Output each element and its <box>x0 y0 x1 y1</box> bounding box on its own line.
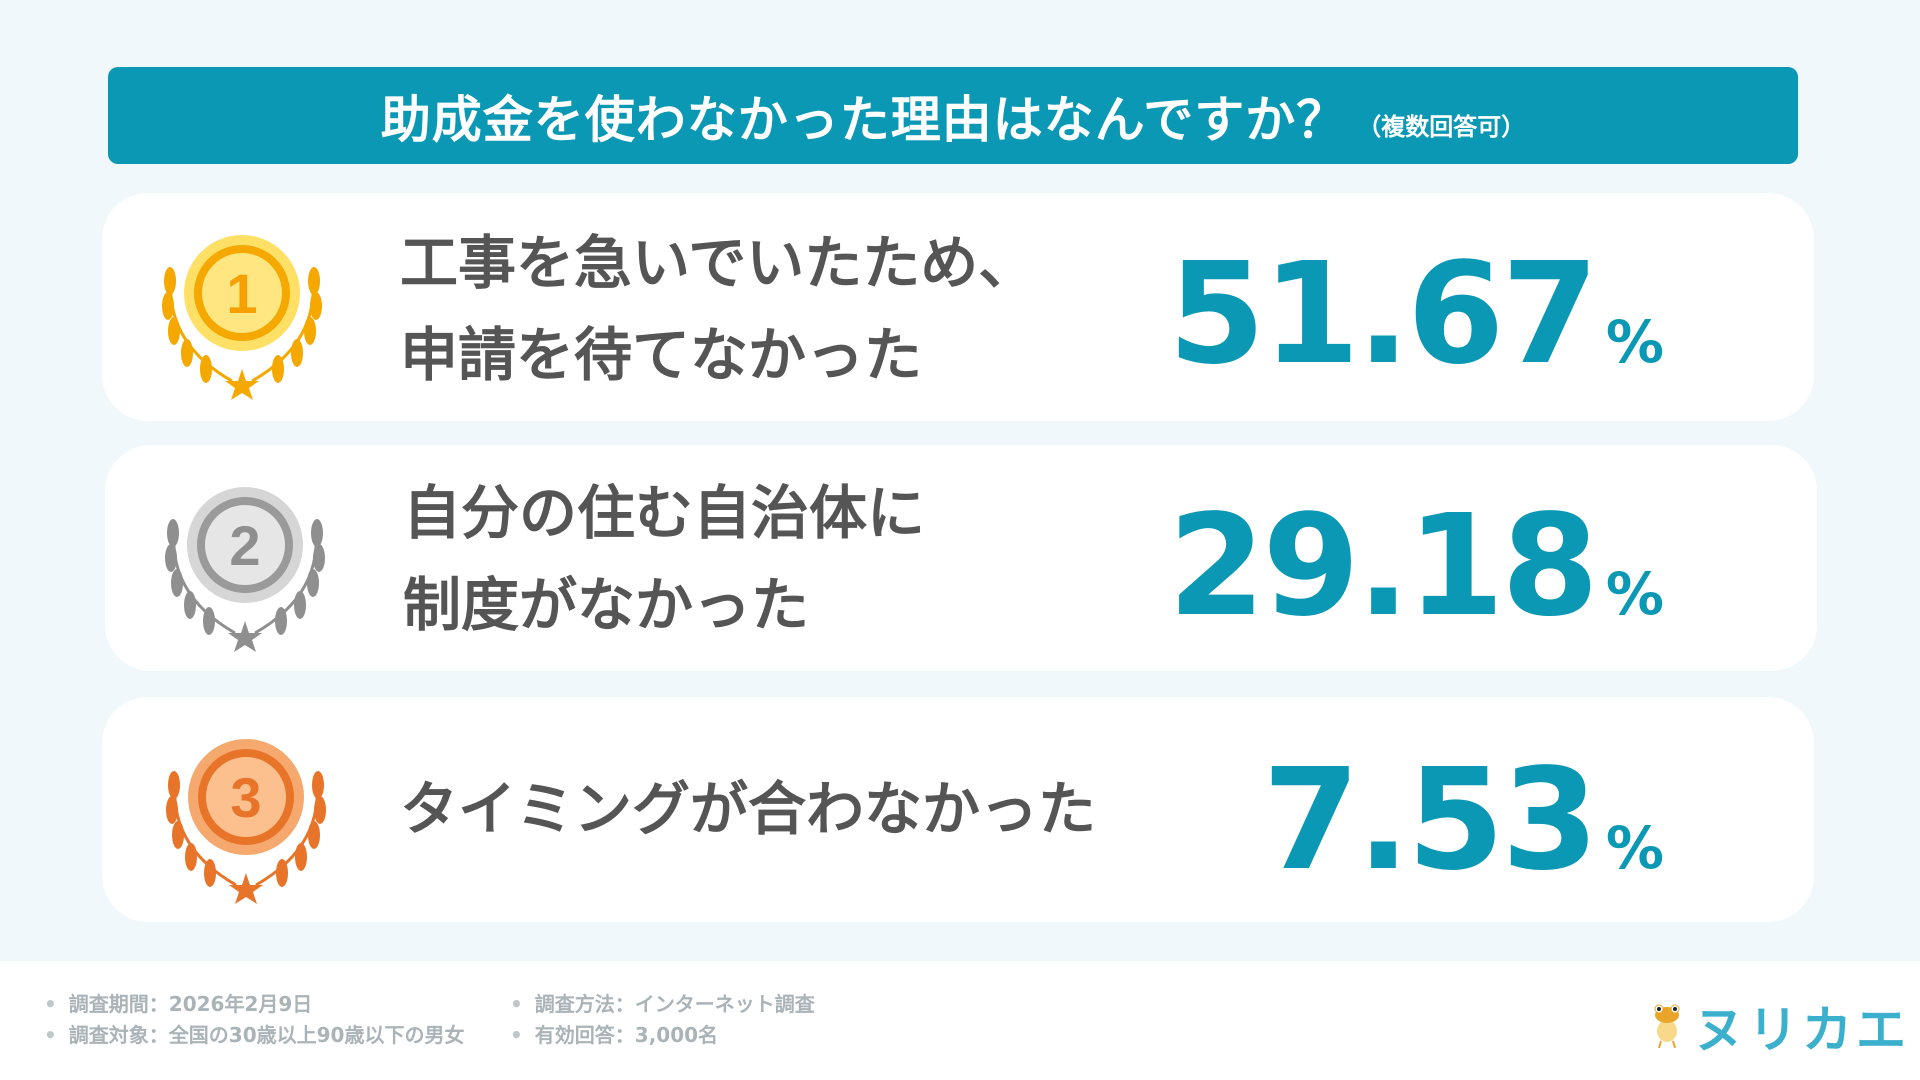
survey-responses: 有効回答：3,000名 <box>510 1019 718 1048</box>
ranking-card-1: 1 工事を急いでいたため、 申請を待てなかった 51.67% <box>102 193 1814 421</box>
survey-target: 調査対象：全国の30歳以上90歳以下の男女 <box>44 1019 465 1048</box>
subtitle: （複数回答可） <box>1357 113 1526 141</box>
survey-method: 調査方法：インターネット調査 <box>510 988 815 1017</box>
reason-text: 工事を急いでいたため、 申請を待てなかった <box>400 229 1037 389</box>
rank-number: 1 <box>226 262 257 325</box>
gold-medal-icon: 1 <box>162 235 322 400</box>
logo-text: ヌリカエ <box>1694 1001 1910 1059</box>
footer: 調査期間：2026年2月9日 調査対象：全国の30歳以上90歳以下の男女 調査方… <box>0 961 1920 1080</box>
percentage: 29.18% <box>1168 485 1664 648</box>
percentage: 7.53% <box>1262 739 1664 902</box>
rank-number: 3 <box>230 766 261 829</box>
title: 助成金を使わなかった理由はなんですか？ <box>380 90 1348 149</box>
reason-text: 自分の住む自治体に 制度がなかった <box>403 479 926 639</box>
ranking-card-2: 2 自分の住む自治体に 制度がなかった 29.18% <box>105 445 1817 671</box>
title-banner: 助成金を使わなかった理由はなんですか？ （複数回答可） <box>108 67 1798 164</box>
percentage: 51.67% <box>1168 233 1664 396</box>
rank-number: 2 <box>229 514 260 577</box>
ranking-card-3: 3 タイミングが合わなかった 7.53% <box>102 697 1814 922</box>
frog-mascot-icon <box>1654 1004 1680 1049</box>
reason-text: タイミングが合わなかった <box>400 775 1097 843</box>
nurikae-logo: ヌリカエ <box>1650 990 1910 1062</box>
silver-medal-icon: 2 <box>165 487 325 652</box>
bronze-medal-icon: 3 <box>166 739 326 904</box>
survey-period: 調査期間：2026年2月9日 <box>44 988 313 1017</box>
